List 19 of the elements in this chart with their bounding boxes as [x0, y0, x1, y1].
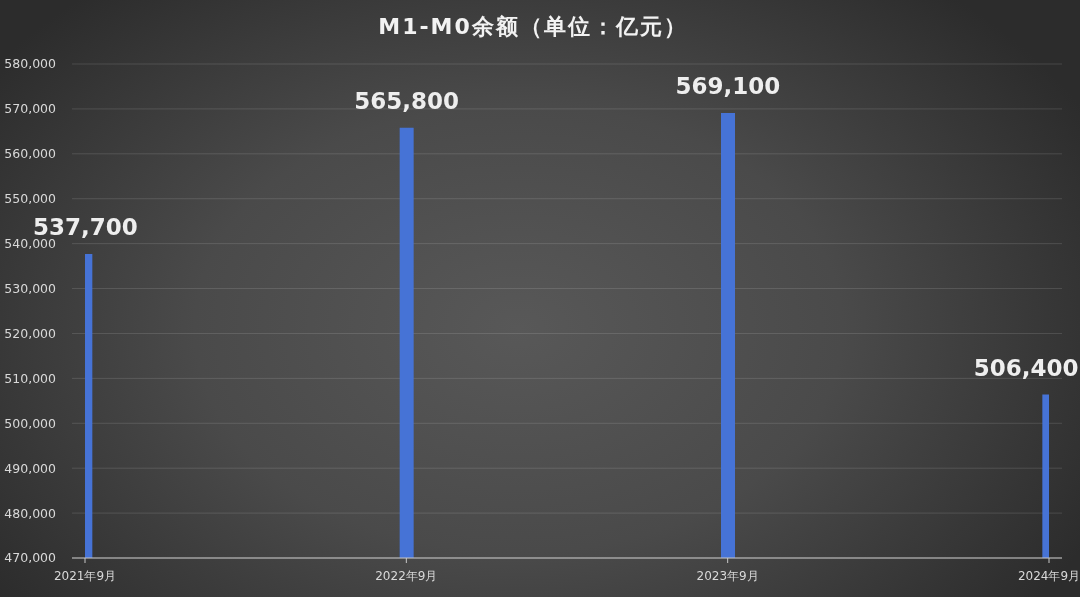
y-tick-label: 550,000	[4, 191, 57, 207]
y-tick-label: 570,000	[4, 101, 57, 117]
x-tick-label: 2024年9月	[1017, 568, 1080, 583]
y-tick-label: 500,000	[4, 415, 57, 431]
y-tick-label: 480,000	[4, 505, 57, 521]
data-label: 506,400	[973, 354, 1079, 381]
data-label: 565,800	[354, 87, 460, 114]
data-label: 569,100	[675, 72, 781, 99]
y-tick-label: 490,000	[4, 460, 57, 476]
x-tick-label: 2023年9月	[696, 568, 759, 583]
y-tick-label: 510,000	[4, 370, 57, 386]
y-tick-label: 520,000	[4, 325, 57, 341]
y-tick-label: 530,000	[4, 280, 57, 296]
y-tick-label: 580,000	[4, 56, 57, 72]
x-tick-label: 2022年9月	[375, 568, 438, 583]
x-tick-label: 2021年9月	[53, 568, 117, 583]
chart-title: M1-M0余额（单位：亿元）	[377, 13, 689, 41]
y-tick-label: 560,000	[4, 146, 57, 162]
y-tick-label: 470,000	[4, 550, 57, 566]
